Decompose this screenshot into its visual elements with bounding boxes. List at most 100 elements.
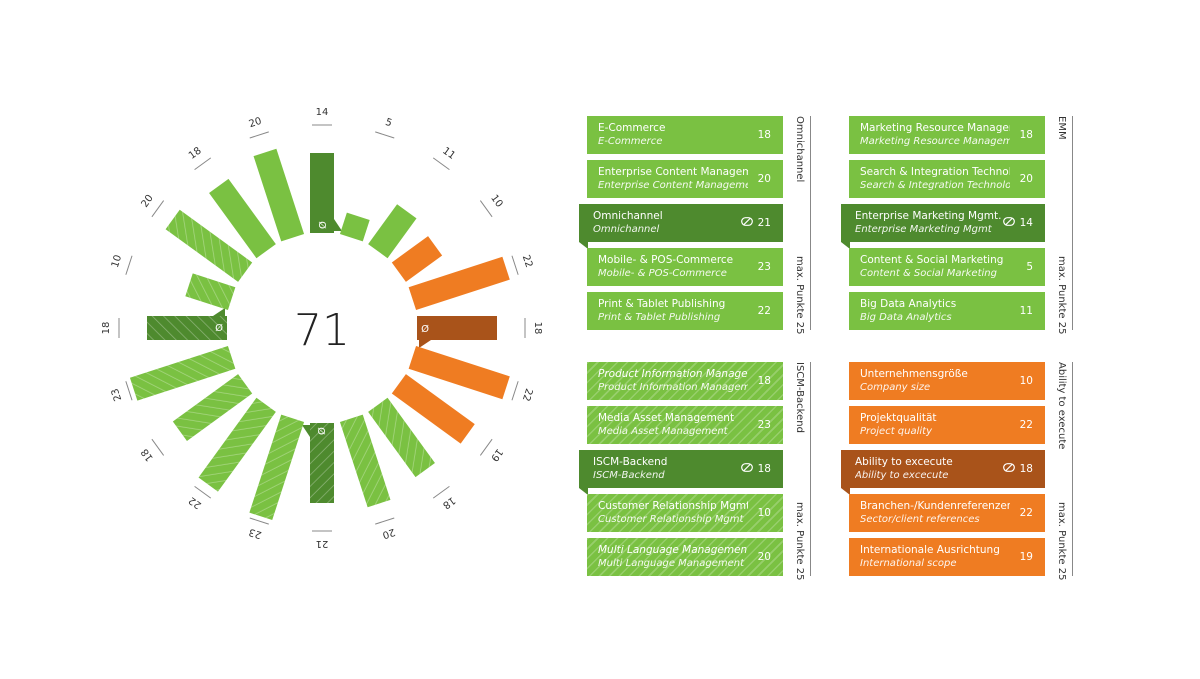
criteria-value: 11	[1019, 305, 1033, 317]
radial-bar-hatch-13	[198, 397, 276, 492]
radial-tick-9	[432, 485, 450, 499]
criteria-title: Enterprise Content Management	[598, 166, 748, 178]
radial-bar-11: Ø 21	[302, 423, 334, 549]
radial-bar-10: 20	[339, 414, 397, 540]
criteria-value: 18	[1019, 463, 1033, 475]
radial-tick-3	[432, 157, 450, 171]
criteria-value: 14	[1019, 217, 1033, 229]
radial-label-20: 20	[248, 116, 264, 130]
average-icon	[741, 463, 753, 472]
criteria-title: ISCM-Backend	[593, 456, 668, 468]
criteria-value: 10	[757, 507, 771, 519]
criteria-card: Enterprise Content Management Enterprise …	[587, 160, 783, 198]
criteria-value: 22	[1019, 507, 1033, 519]
radial-bar-hatch-18	[165, 209, 253, 282]
radial-bar-hatch-15	[129, 345, 236, 401]
criteria-value: 20	[757, 173, 771, 185]
radial-label-10: 20	[381, 526, 397, 540]
radial-label-5: 22	[520, 254, 534, 270]
criteria-card: Enterprise Marketing Mgmt. Enterprise Mar…	[841, 204, 1045, 249]
criteria-title: Big Data Analytics	[860, 298, 957, 310]
criteria-value: 23	[757, 419, 771, 431]
average-pointer	[841, 488, 850, 495]
radial-bar-17: 10	[110, 254, 236, 311]
radial-avg-pointer-11	[302, 425, 310, 437]
radial-bar-rect-7	[408, 345, 510, 400]
radial-label-16: 18	[101, 322, 112, 335]
criteria-subtitle: Product Information Management	[598, 382, 748, 393]
radial-bar-hatch-9	[368, 397, 435, 478]
criteria-card: Multi Language Management Multi Language …	[587, 538, 783, 576]
group-label: Omnichannel	[794, 116, 805, 183]
criteria-value: 20	[757, 551, 771, 563]
group-label: ISCM-Backend	[794, 362, 805, 433]
criteria-card: Mobile- & POS-Commerce Mobile- & POS-Comm…	[587, 248, 783, 286]
radial-avg-symbol-6: Ø	[421, 322, 429, 334]
criteria-value: 19	[1019, 551, 1033, 563]
radial-bar-12: 23	[248, 414, 305, 540]
radial-bar-chart: Ø 14 5 11 10 22 Ø 18 22 19 18 20 Ø 21 23 22 18 23 Ø 18 10 20 1…	[101, 107, 543, 549]
radial-bar-14: 18	[139, 374, 253, 463]
average-pointer	[579, 488, 588, 495]
radial-bar-3: 11	[368, 145, 457, 259]
radial-avg-symbol-1: Ø	[316, 221, 328, 229]
radial-bar-1: Ø 14	[310, 107, 342, 233]
radial-label-19: 18	[187, 145, 204, 161]
radial-bar-rect-2	[339, 212, 370, 242]
criteria-subtitle: Search & Integration Technologies	[860, 180, 1010, 191]
criteria-card: Internationale Ausrichtung International …	[849, 538, 1045, 576]
criteria-value: 18	[757, 375, 771, 387]
criteria-subtitle: Company size	[860, 382, 931, 393]
radial-bar-16: Ø 18	[101, 308, 227, 340]
group-max-points: max. Punkte 25	[1056, 256, 1067, 335]
radial-bar-13: 22	[187, 397, 276, 511]
radial-label-1: 14	[316, 107, 329, 118]
radial-bar-6: Ø 18	[417, 316, 543, 348]
radial-bar-hatch-12	[249, 414, 305, 521]
radial-label-12: 23	[248, 526, 264, 540]
criteria-card: Content & Social Marketing Content & Soci…	[849, 248, 1045, 286]
criteria-card: Print & Tablet Publishing Print & Tablet …	[587, 292, 783, 330]
criteria-subtitle: Ability to excecute	[855, 470, 949, 481]
criteria-title: Search & Integration Technologies	[860, 166, 1010, 178]
criteria-value: 21	[757, 217, 771, 229]
radial-bar-hatch-17	[185, 273, 236, 311]
radial-tick-10	[375, 517, 395, 525]
radial-label-11: 21	[316, 538, 329, 549]
criteria-title: Print & Tablet Publishing	[598, 298, 726, 310]
criteria-title: Marketing Resource Management	[860, 122, 1010, 134]
criteria-card: Projektqualität Project quality 22	[849, 406, 1045, 444]
radial-bar-hatch-14	[172, 374, 253, 441]
radial-bar-5: 22	[408, 254, 534, 311]
criteria-subtitle: Mobile- & POS-Commerce	[598, 268, 727, 279]
radial-tick-17	[125, 255, 133, 275]
radial-tick-12	[249, 517, 269, 525]
criteria-value: 18	[757, 463, 771, 475]
radial-label-13: 22	[187, 494, 204, 510]
criteria-subtitle: International scope	[860, 558, 957, 569]
criteria-card: Customer Relationship Mgmt. Customer Rela…	[587, 494, 783, 532]
criteria-subtitle: Enterprise Marketing Mgmt	[855, 224, 992, 235]
average-icon	[1003, 463, 1015, 472]
criteria-title: Projektqualität	[860, 412, 937, 424]
radial-avg-pointer-16	[213, 308, 225, 316]
criteria-card: Search & Integration Technologies Search …	[849, 160, 1045, 198]
criteria-value: 20	[1019, 173, 1033, 185]
group-label: Ability to execute	[1056, 362, 1067, 450]
criteria-card: Branchen-/Kundenreferenzen Sector/client …	[849, 494, 1045, 532]
criteria-value: 10	[1019, 375, 1033, 387]
radial-avg-symbol-11: Ø	[316, 427, 328, 435]
radial-label-9: 18	[440, 494, 457, 510]
average-pointer	[841, 242, 850, 249]
criteria-title: Product Information Management	[598, 368, 748, 380]
criteria-subtitle: Marketing Resource Management	[860, 136, 1010, 147]
criteria-title: Internationale Ausrichtung	[860, 544, 1000, 556]
criteria-title: Unternehmensgröße	[860, 368, 968, 380]
criteria-value: 18	[757, 129, 771, 141]
criteria-subtitle: Customer Relationship Mgmt	[598, 514, 744, 525]
group-divider	[1072, 362, 1073, 576]
radial-bar-hatch-16	[147, 316, 227, 340]
criteria-card: Ability to excecute Ability to excecute 18	[841, 450, 1045, 495]
radial-avg-pointer-6	[419, 340, 431, 348]
radial-bar-rect-19	[209, 178, 276, 259]
